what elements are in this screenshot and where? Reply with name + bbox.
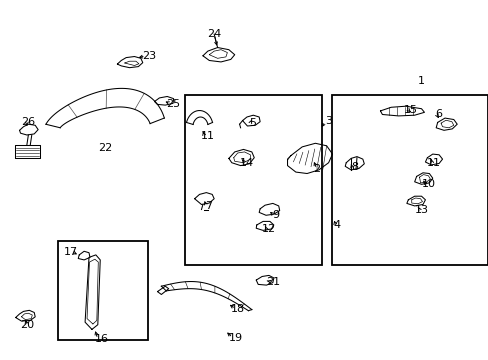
Text: 21: 21 xyxy=(265,276,279,287)
Text: 8: 8 xyxy=(350,162,357,172)
Text: 26: 26 xyxy=(21,117,35,127)
Text: 20: 20 xyxy=(20,320,34,330)
Text: 1: 1 xyxy=(417,76,424,86)
Text: 5: 5 xyxy=(249,118,256,128)
Text: 23: 23 xyxy=(142,51,156,61)
Text: 15: 15 xyxy=(403,105,417,115)
Text: 13: 13 xyxy=(414,204,427,215)
Text: 9: 9 xyxy=(272,210,279,220)
Bar xyxy=(58,241,147,340)
Text: 18: 18 xyxy=(231,304,244,314)
Text: 24: 24 xyxy=(206,29,221,39)
Text: 10: 10 xyxy=(421,179,434,189)
Text: 3: 3 xyxy=(325,116,331,126)
Text: 14: 14 xyxy=(240,158,253,168)
Text: 22: 22 xyxy=(98,143,112,153)
Text: 11: 11 xyxy=(427,158,440,168)
Text: 2: 2 xyxy=(313,164,320,174)
Bar xyxy=(184,95,321,265)
Text: 7: 7 xyxy=(205,201,212,211)
Bar xyxy=(331,95,487,265)
Text: 17: 17 xyxy=(63,247,77,257)
Text: 6: 6 xyxy=(435,109,442,120)
Text: 19: 19 xyxy=(228,333,242,343)
Text: 16: 16 xyxy=(95,334,108,344)
Text: 4: 4 xyxy=(333,220,340,230)
Text: 12: 12 xyxy=(262,224,275,234)
Text: 25: 25 xyxy=(166,99,180,109)
Text: 11: 11 xyxy=(201,131,214,141)
